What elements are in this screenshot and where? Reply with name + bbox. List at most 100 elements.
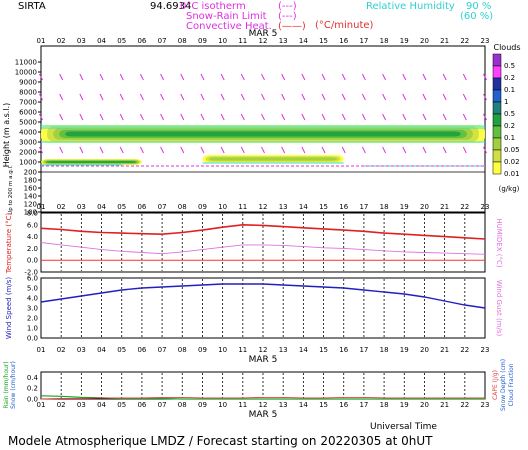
wind-barb-mark xyxy=(442,93,447,101)
cloud-bottom-hour-tick: 23 xyxy=(481,203,490,211)
wind-bottom-hour-tick: 11 xyxy=(238,346,247,354)
wind-barb-mark xyxy=(240,93,245,101)
height-axis-label-low: Up to 200 m a.g.l. xyxy=(8,165,14,215)
station-name: SIRTA xyxy=(18,1,46,12)
wind-barb-mark xyxy=(99,73,104,81)
colorbar-label: 0.5 xyxy=(504,110,515,118)
wind-barb-mark xyxy=(462,73,467,81)
height-tick-label: 3000 xyxy=(19,139,37,147)
wind-barb-mark xyxy=(402,93,407,101)
wind-barb-mark xyxy=(200,146,205,154)
cloud-top-hour-tick: 18 xyxy=(380,37,389,45)
colorbar-label: 0.1 xyxy=(504,134,515,142)
cloud-top-hour-tick: 22 xyxy=(460,37,469,45)
wind-barb-mark xyxy=(422,73,427,81)
wind-ytick-label: 5.0 xyxy=(27,285,38,293)
wind-barb-mark xyxy=(321,93,326,101)
wind-bottom-hour-tick: 10 xyxy=(218,346,227,354)
precip-bottom-hour-tick: 19 xyxy=(400,401,409,409)
precip-bottom-hour-tick: 17 xyxy=(359,401,368,409)
precip-panel: 0.4 0.2 0.0 Rain (mm/hour) Snow (cm/hour) CAP… xyxy=(3,359,515,420)
precip-bottom-hour-tick: 15 xyxy=(319,401,328,409)
wind-barb-mark xyxy=(382,93,387,101)
wind-bottom-hour-tick: 17 xyxy=(359,346,368,354)
wind-barb-mark xyxy=(160,73,165,81)
colorbar-swatch xyxy=(492,149,502,163)
wind-barb-mark xyxy=(442,73,447,81)
wind-ytick-label: 3.0 xyxy=(27,305,38,313)
colorbar-swatch xyxy=(492,89,502,103)
wind-gust-axis-label: Wind Gust (m/s) xyxy=(495,280,503,337)
temperature-ytick-label: 4.0 xyxy=(27,233,38,241)
wind-barb-mark xyxy=(341,73,346,81)
wind-barb-mark xyxy=(361,93,366,101)
wind-bottom-hour-tick: 08 xyxy=(178,346,187,354)
wind-barb-mark xyxy=(422,113,427,121)
colorbar-label: 1 xyxy=(504,98,508,106)
wind-barb-mark xyxy=(180,93,185,101)
wind-barb-mark xyxy=(180,146,185,154)
wind-bottom-hour-tick: 16 xyxy=(339,346,348,354)
cloud-layer-shade xyxy=(46,161,137,163)
cloud-bottom-hour-tick: 01 xyxy=(37,203,46,211)
wind-ytick-label: 0.0 xyxy=(27,335,38,343)
wind-barb-mark xyxy=(382,73,387,81)
precip-bottom-hour-tick: 08 xyxy=(178,401,187,409)
wind-barb-mark xyxy=(139,113,144,121)
precip-bottom-hour-tick: 16 xyxy=(339,401,348,409)
wind-barb-mark xyxy=(442,146,447,154)
cloud-top-hour-tick: 14 xyxy=(299,37,308,45)
colorbar-swatch xyxy=(492,77,502,91)
wind-barb-mark xyxy=(119,113,124,121)
bottom-date-label: MAR 5 xyxy=(249,410,278,420)
wind-bottom-hour-tick: 03 xyxy=(77,346,86,354)
wind-barb-mark xyxy=(402,113,407,121)
wind-barb-mark xyxy=(119,73,124,81)
cloud-top-hour-tick: 02 xyxy=(57,37,66,45)
wind-barb-mark xyxy=(99,93,104,101)
wind-barb-mark xyxy=(301,146,306,154)
wind-barb-mark xyxy=(240,73,245,81)
cloud-bottom-hour-tick: 16 xyxy=(339,203,348,211)
wind-barb-mark xyxy=(160,113,165,121)
precip-bottom-hour-tick: 12 xyxy=(259,401,268,409)
wind-barb-mark xyxy=(321,146,326,154)
cloud-top-hour-tick: 13 xyxy=(279,37,288,45)
legend-snow-rain-symbol: (---) xyxy=(278,11,297,22)
wind-bottom-hour-tick: 06 xyxy=(137,346,146,354)
precip-ytick-label: 0.4 xyxy=(27,374,39,382)
wind-barb-mark xyxy=(281,93,286,101)
wind-barb-mark xyxy=(281,113,286,121)
cloud-bottom-hour-tick: 12 xyxy=(259,203,268,211)
cloud-bottom-hour-tick: 07 xyxy=(158,203,167,211)
precip-bottom-hour-tick: 21 xyxy=(440,401,449,409)
wind-barb-mark xyxy=(361,113,366,121)
height-tick-label: 4000 xyxy=(19,129,37,137)
wind-bottom-hour-tick: 18 xyxy=(380,346,389,354)
wind-barb-mark xyxy=(261,146,265,154)
wind-barb-mark xyxy=(341,113,346,121)
wind-barb-mark xyxy=(220,146,225,154)
cloud-bottom-hour-tick: 18 xyxy=(380,203,389,211)
rain-axis-label: Rain (mm/hour) xyxy=(3,361,10,408)
colorbar-title: Clouds xyxy=(493,43,520,52)
wind-barb-mark xyxy=(200,73,205,81)
legend-rh-60: (60 %) xyxy=(460,11,493,22)
rh-contour-low xyxy=(41,162,485,167)
colorbar-label: 0.01 xyxy=(504,170,520,178)
precip-bottom-hour-tick: 23 xyxy=(481,401,490,409)
precip-ytick-label: 0.0 xyxy=(27,396,38,404)
cloud-bottom-hour-tick: 04 xyxy=(97,203,106,211)
wind-bottom-hour-tick: 23 xyxy=(481,346,490,354)
temperature-axis-label: Temperature (°C) xyxy=(5,213,13,275)
cloud-top-hour-tick: 11 xyxy=(238,37,247,45)
cloud-bottom-hour-tick: 20 xyxy=(420,203,429,211)
wind-barb-mark xyxy=(301,113,306,121)
height-tick-label: 11000 xyxy=(15,59,37,67)
colorbar-label: 0.2 xyxy=(504,74,515,82)
height-tick-label: 140 xyxy=(24,193,37,201)
cloud-top-hour-tick: 21 xyxy=(440,37,449,45)
colorbar-swatch xyxy=(492,125,502,139)
precip-bottom-hour-tick: 06 xyxy=(137,401,146,409)
colorbar-swatch xyxy=(492,137,502,151)
